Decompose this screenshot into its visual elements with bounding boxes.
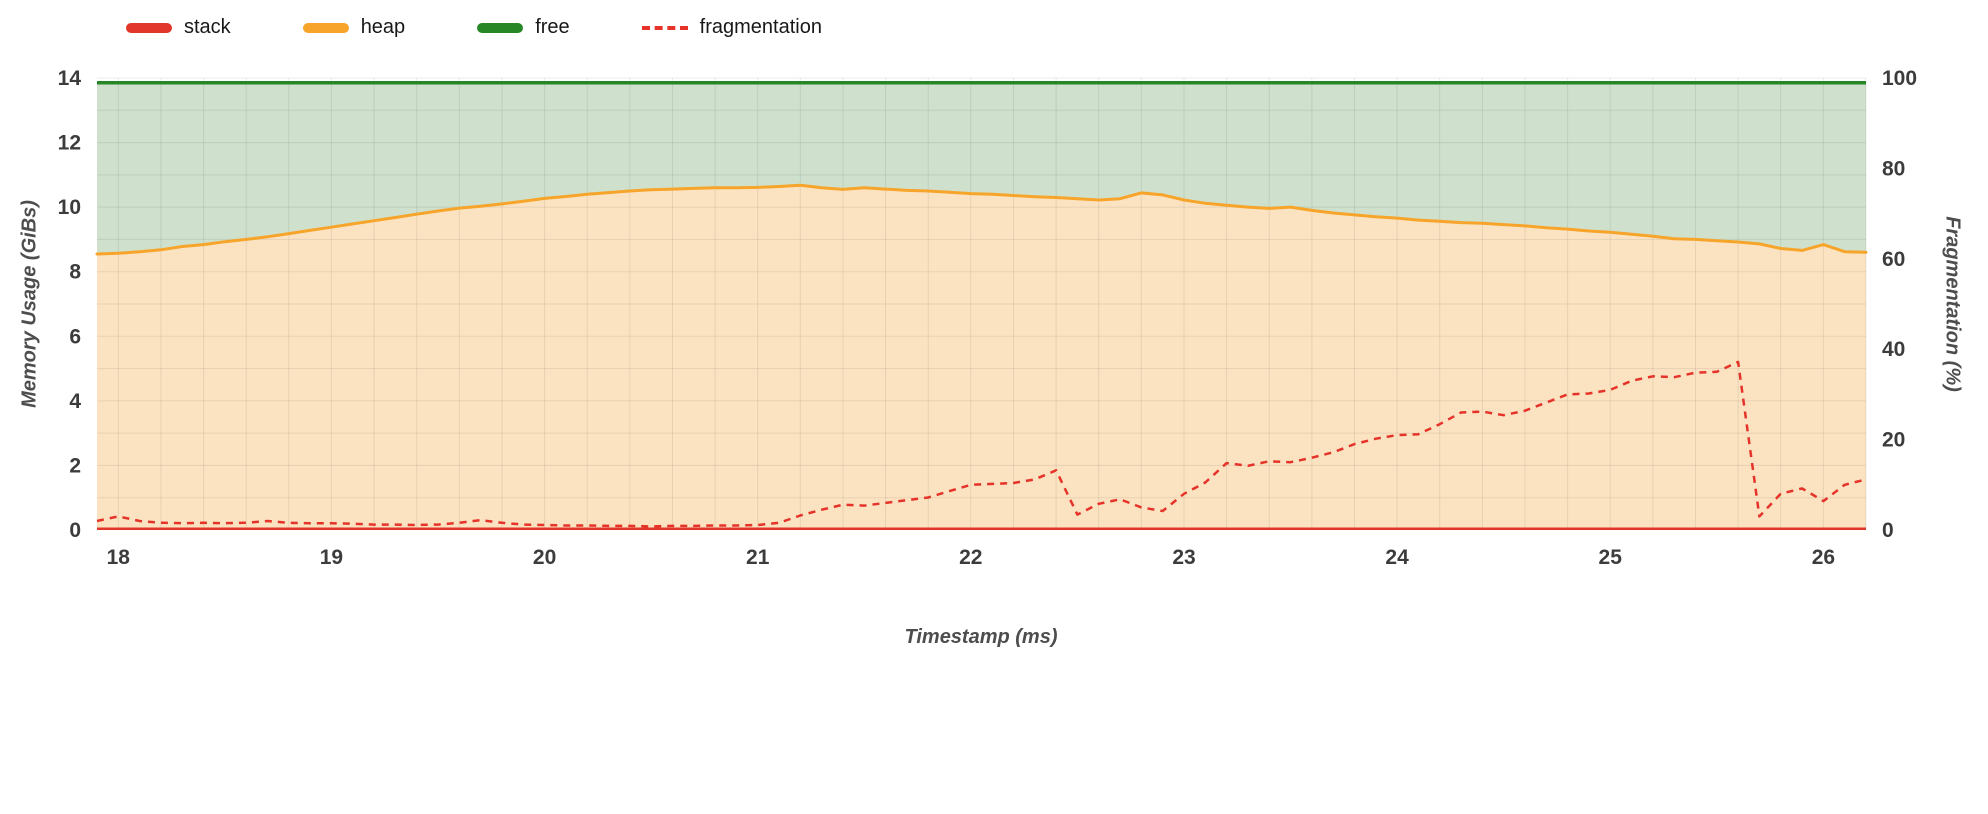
x-axis-title: Timestamp (ms)	[904, 626, 1058, 648]
heap-area	[97, 185, 1866, 528]
x-tick-label: 25	[1599, 546, 1623, 569]
y-left-tick-label: 0	[69, 519, 81, 542]
heap-line	[95, 183, 1868, 256]
y-axis-right-title: Fragmentation (%)	[1941, 216, 1964, 392]
free-area	[97, 82, 1866, 254]
y-right-tick-label: 0	[1882, 519, 1894, 542]
y-left-tick-label: 14	[58, 67, 82, 90]
y-axis-left-title: Memory Usage (GiBs)	[18, 200, 41, 408]
y-left-tick-label: 8	[69, 261, 81, 284]
legend-item-heap[interactable]: heap	[302, 16, 406, 39]
free-swatch-icon	[477, 22, 524, 33]
y-left-tick-label: 4	[69, 390, 81, 413]
legend-label-heap: heap	[360, 16, 406, 38]
y-right-tick-label: 100	[1882, 67, 1917, 90]
y-left-tick-label: 10	[58, 196, 81, 219]
heap-swatch-icon	[302, 22, 349, 33]
legend-label-fragmentation: fragmentation	[699, 16, 822, 38]
y-left-tick-label: 6	[69, 325, 81, 348]
y-right-tick-label: 40	[1882, 338, 1905, 361]
legend-item-stack[interactable]: stack	[126, 16, 231, 39]
x-tick-label: 22	[959, 546, 982, 569]
y-left-tick-label: 2	[69, 454, 81, 477]
y-left-tick-label: 12	[58, 132, 81, 155]
y-right-tick-label: 20	[1882, 429, 1905, 452]
x-tick-label: 18	[107, 546, 131, 569]
x-tick-label: 24	[1385, 546, 1409, 569]
stack-swatch-icon	[126, 22, 172, 33]
legend-label-stack: stack	[184, 16, 231, 38]
legend-item-fragmentation[interactable]: fragmentation	[641, 16, 822, 39]
fragmentation-swatch-icon	[641, 25, 688, 30]
gridlines	[97, 77, 1867, 530]
x-tick-label: 20	[533, 546, 556, 569]
y-right-tick-label: 60	[1882, 248, 1905, 271]
legend-label-free: free	[535, 16, 570, 38]
y-right-tick-label: 80	[1882, 157, 1905, 180]
x-tick-label: 26	[1812, 546, 1835, 569]
x-tick-label: 23	[1172, 546, 1195, 569]
legend-item-free[interactable]: free	[477, 16, 570, 39]
legend: stack heap free fragmentation	[126, 16, 822, 39]
x-tick-label: 21	[746, 546, 770, 569]
x-tick-label: 19	[320, 546, 343, 569]
